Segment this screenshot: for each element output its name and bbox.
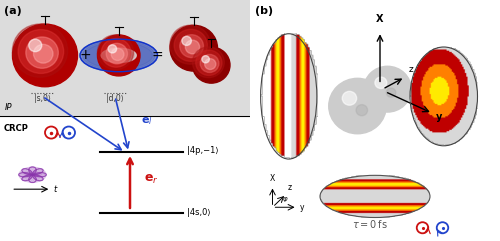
Circle shape	[186, 40, 200, 54]
Text: $\varphi$: $\varphi$	[282, 195, 288, 204]
Polygon shape	[22, 169, 43, 181]
Circle shape	[111, 48, 124, 60]
Text: X: X	[376, 14, 384, 24]
Text: |4s,0⟩: |4s,0⟩	[188, 208, 211, 217]
Circle shape	[34, 44, 53, 63]
Polygon shape	[22, 169, 43, 181]
Text: (a): (a)	[4, 6, 21, 16]
Text: $\tau = 0\,\mathrm{fs}$: $\tau = 0\,\mathrm{fs}$	[352, 218, 388, 230]
Text: |4p,−1⟩: |4p,−1⟩	[188, 146, 219, 155]
Circle shape	[18, 30, 64, 74]
Circle shape	[364, 66, 411, 112]
Text: t: t	[54, 185, 57, 194]
Circle shape	[182, 36, 192, 46]
Text: z: z	[288, 183, 292, 192]
Circle shape	[29, 39, 42, 52]
Circle shape	[98, 35, 140, 76]
Text: $\mathbf{e}_l$: $\mathbf{e}_l$	[142, 115, 153, 127]
Polygon shape	[80, 39, 158, 72]
Circle shape	[386, 88, 396, 97]
Circle shape	[174, 29, 208, 61]
Polygon shape	[18, 167, 46, 182]
Circle shape	[101, 39, 131, 67]
Circle shape	[12, 24, 78, 87]
Circle shape	[375, 77, 387, 88]
Text: +: +	[79, 48, 91, 62]
Circle shape	[98, 35, 134, 70]
Polygon shape	[82, 40, 155, 70]
Polygon shape	[85, 42, 152, 69]
Circle shape	[26, 37, 58, 68]
Bar	[0, 116, 250, 241]
Circle shape	[329, 78, 386, 134]
Text: (b): (b)	[255, 6, 273, 16]
Circle shape	[204, 59, 216, 69]
Polygon shape	[18, 167, 46, 182]
Circle shape	[180, 35, 204, 58]
Text: y: y	[436, 112, 442, 122]
Circle shape	[192, 47, 230, 83]
Text: |d,0⟩: |d,0⟩	[106, 94, 124, 103]
Circle shape	[12, 24, 68, 77]
Ellipse shape	[101, 48, 136, 63]
Circle shape	[170, 25, 218, 71]
Circle shape	[106, 43, 128, 64]
Text: CRCP: CRCP	[4, 124, 28, 133]
Circle shape	[200, 54, 219, 73]
Text: IP: IP	[5, 103, 12, 112]
Text: z: z	[409, 65, 414, 74]
Text: y: y	[300, 203, 304, 212]
Circle shape	[108, 45, 116, 53]
Text: $\mathbf{e}_r$: $\mathbf{e}_r$	[144, 173, 158, 186]
Text: X: X	[270, 174, 275, 183]
Circle shape	[202, 56, 209, 63]
Circle shape	[192, 47, 224, 78]
Circle shape	[342, 91, 356, 105]
Text: |s,0⟩: |s,0⟩	[34, 94, 51, 103]
Bar	[0, 0, 250, 116]
Circle shape	[170, 25, 210, 64]
Ellipse shape	[80, 39, 158, 72]
Circle shape	[356, 105, 368, 116]
Circle shape	[196, 50, 222, 75]
Text: =: =	[152, 48, 164, 62]
